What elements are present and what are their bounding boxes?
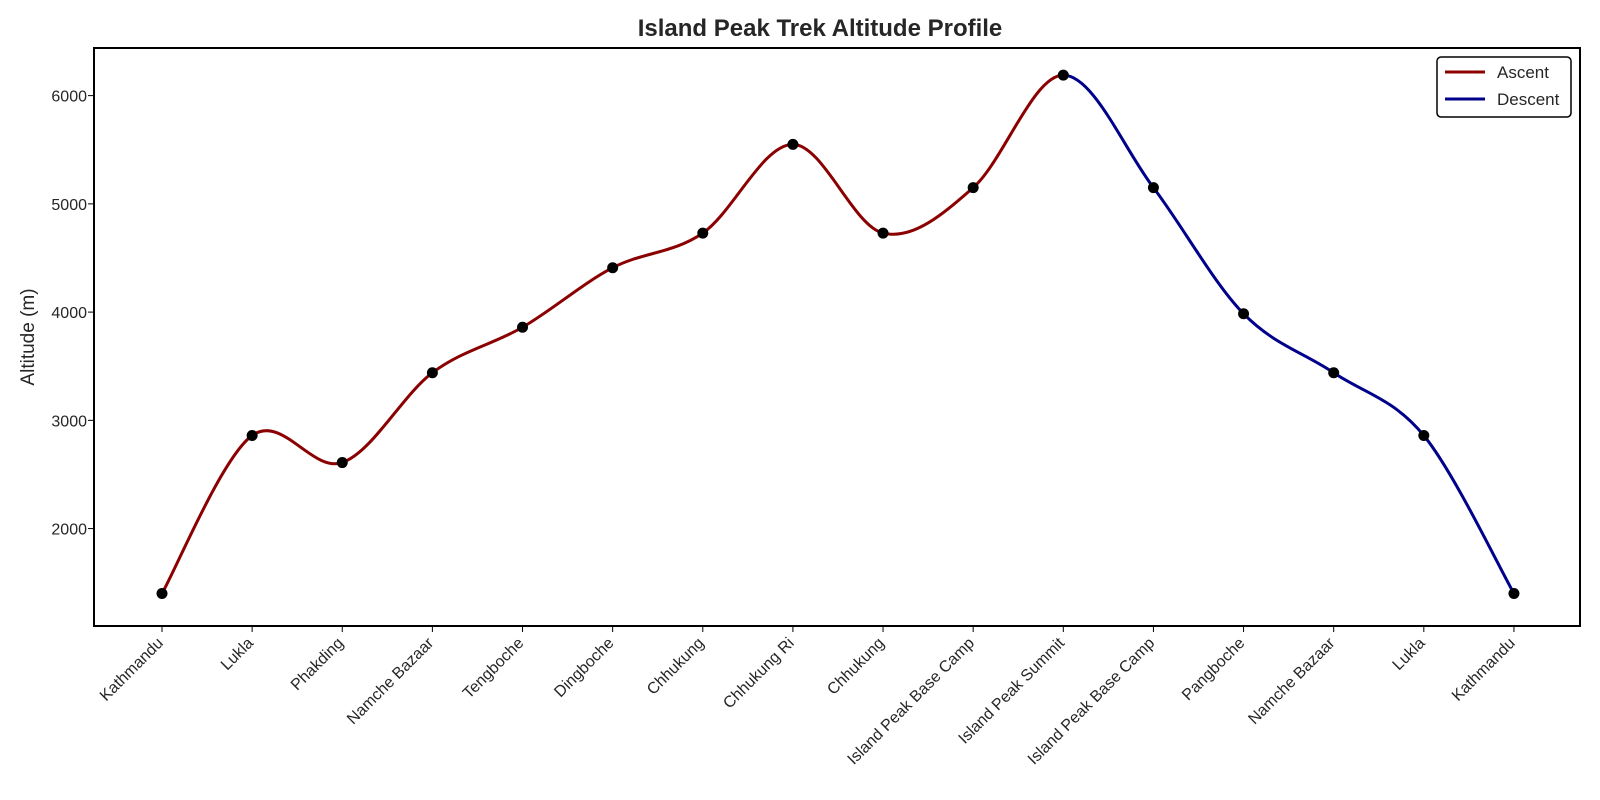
y-tick-label: 2000 [51, 522, 87, 539]
series-line-descent [1061, 73, 1516, 596]
legend-label-descent: Descent [1497, 90, 1560, 109]
series-line-ascent [160, 73, 1065, 596]
legend-label-ascent: Ascent [1497, 63, 1549, 82]
x-tick-label: Chhukung [824, 635, 888, 699]
data-points [156, 69, 1520, 600]
data-point [1508, 588, 1520, 600]
x-tick-label: Phakding [288, 635, 347, 694]
y-ticks: 2000 3000 4000 5000 6000 [51, 89, 94, 539]
chart-title: Island Peak Trek Altitude Profile [638, 15, 1003, 42]
x-tick-label: Lukla [1390, 635, 1429, 674]
x-tick-label: Kathmandu [1449, 635, 1519, 705]
data-point [697, 227, 709, 239]
data-point [1057, 69, 1069, 81]
x-tick-label: Chhukung [644, 635, 708, 699]
legend: Ascent Descent [1436, 56, 1572, 118]
x-tick-label: Dingboche [551, 635, 617, 701]
data-point [1418, 429, 1430, 441]
data-point [1328, 367, 1340, 379]
y-tick-label: 3000 [51, 413, 87, 430]
x-tick-label: Chhukung Ri [720, 635, 797, 712]
y-tick-label: 6000 [51, 89, 87, 106]
data-point [607, 262, 619, 274]
x-tick-label: Kathmandu [97, 635, 167, 705]
data-point [336, 457, 348, 469]
data-point [156, 588, 168, 600]
plot-frame [93, 47, 1581, 627]
series-lines [160, 73, 1516, 596]
x-tick-label: Namche Bazaar [1245, 634, 1339, 728]
data-point [517, 321, 529, 333]
x-tick-label: Namche Bazaar [344, 634, 438, 728]
data-point [787, 138, 799, 150]
x-tick-label: Pangboche [1179, 635, 1248, 704]
data-point [1238, 308, 1250, 320]
data-point [877, 227, 889, 239]
y-tick-label: 4000 [51, 305, 87, 322]
x-tick-label: Tengboche [460, 635, 527, 702]
x-tick-label: Lukla [218, 635, 257, 674]
data-point [967, 182, 979, 194]
y-tick-label: 5000 [51, 197, 87, 214]
data-point [246, 429, 258, 441]
y-axis-label: Altitude (m) [18, 288, 39, 385]
data-point [1147, 182, 1159, 194]
data-point [426, 367, 438, 379]
